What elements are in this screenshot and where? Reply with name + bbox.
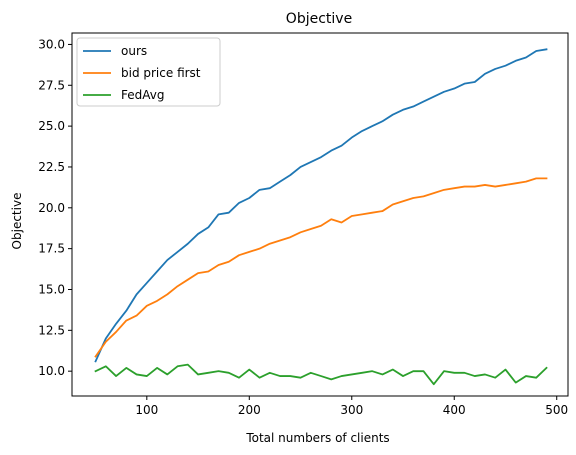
y-tick-label: 20.0 xyxy=(38,201,65,215)
series-line-1 xyxy=(94,177,548,358)
series-line-2 xyxy=(94,363,548,386)
y-tick-label: 27.5 xyxy=(38,78,65,92)
y-tick-label: 25.0 xyxy=(38,119,65,133)
x-tick-label: 300 xyxy=(340,403,363,417)
y-tick-label: 10.0 xyxy=(38,364,65,378)
chart-axes: 100 200 300 400 500 10.0 12.5 15.0 17.5 20.0 22.5 2… xyxy=(38,32,569,417)
x-axis-label: Total numbers of clients xyxy=(245,431,389,445)
legend-box xyxy=(76,37,221,107)
legend-label-1: bid price first xyxy=(121,66,201,80)
x-tick-label: 100 xyxy=(135,403,158,417)
y-tick-label: 12.5 xyxy=(38,323,65,337)
series-line-0 xyxy=(94,48,548,363)
plot-frame xyxy=(71,32,569,397)
y-tick-label: 30.0 xyxy=(38,37,65,51)
legend-label-2: FedAvg xyxy=(121,88,164,102)
y-tick-label: 17.5 xyxy=(38,242,65,256)
y-axis-label: Objective xyxy=(10,193,24,250)
y-tick-label: 15.0 xyxy=(38,282,65,296)
legend-label-0: ours xyxy=(121,44,147,58)
x-tick-label: 200 xyxy=(238,403,261,417)
legend: ours bid price first FedAvg xyxy=(76,37,221,107)
chart-title: Objective xyxy=(286,11,352,27)
x-tick-label: 400 xyxy=(443,403,466,417)
y-tick-label: 22.5 xyxy=(38,160,65,174)
chart-marks xyxy=(94,48,548,386)
x-tick-label: 500 xyxy=(545,403,568,417)
